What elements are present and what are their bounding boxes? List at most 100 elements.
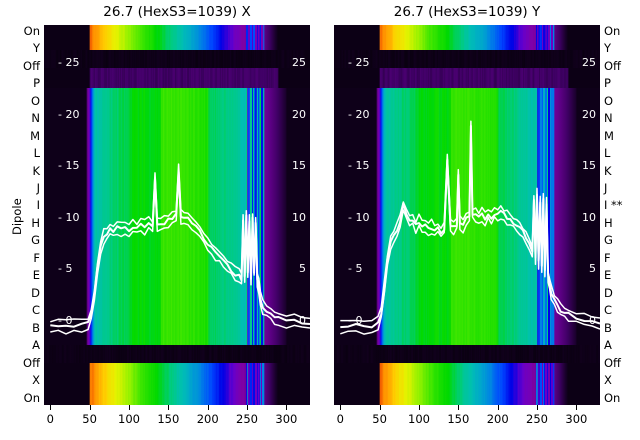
heatmap-stripe — [535, 25, 538, 50]
axis-category-label: E — [604, 268, 612, 283]
heatmap-stripe — [535, 363, 537, 405]
x-tick-mark — [89, 405, 91, 410]
y-tick-label-inner-left: - 15 — [58, 159, 80, 173]
y-tick-label-inner-left: - 10 — [348, 210, 370, 224]
axis-category-label: I ** — [604, 198, 623, 213]
heatmap-band-lower-gap — [334, 345, 600, 363]
heatmap-stripe — [251, 25, 253, 50]
x-tick-mark — [497, 405, 499, 410]
heatmap-band-bottom-rainbow — [334, 363, 600, 405]
y-tick-label-inner-left: - 10 — [58, 210, 80, 224]
axis-category-label: A — [604, 338, 612, 353]
heatmap-stripe — [540, 25, 542, 50]
heatmap-stripe — [247, 25, 250, 50]
heatmap-band-bottom-rainbow — [44, 363, 310, 405]
y-tick-label-inner-right: 25 — [292, 56, 306, 69]
axis-category-label: C — [604, 303, 613, 318]
heatmap-stripe — [256, 88, 259, 345]
y-tick-label-inner-right: 25 — [582, 56, 596, 69]
x-tick-label: 150 — [447, 412, 470, 426]
heatmap-stripe — [541, 363, 543, 405]
heatmap-stripe — [261, 88, 264, 345]
heatmap-stripe — [261, 363, 263, 405]
heatmap-stripe — [546, 363, 548, 405]
heatmap-stripe — [551, 88, 554, 345]
heatmap-stripe — [253, 25, 256, 50]
axis-category-label: On — [604, 23, 621, 38]
heatmap-stripe — [250, 88, 252, 345]
x-tick-label: 0 — [336, 412, 344, 426]
heatmap-stripe — [250, 25, 252, 50]
trace-line — [340, 120, 600, 323]
x-tick-mark — [247, 405, 248, 410]
x-tick-mark — [129, 405, 130, 410]
x-axis-right: 0 50 100 150 200 250 300 — [334, 405, 600, 435]
y-tick-label-inner-left: - 20 — [58, 107, 80, 121]
x-tick-mark — [379, 405, 381, 410]
axis-category-label: D — [604, 285, 613, 300]
y-tick-label-inner-left: - 0 — [58, 314, 73, 327]
x-axis-left: 0 50 100 150 200 250 300 — [44, 405, 310, 435]
axis-category-label: Y — [32, 41, 40, 56]
y-tick-label-inner-right: 20 — [582, 107, 596, 121]
y-tick-label-inner-left: - 0 — [348, 314, 363, 327]
y-tick-label-inner-right: 5 — [299, 262, 306, 276]
heatmap-stripe — [537, 88, 540, 345]
heatmap-stripe — [551, 25, 553, 50]
heatmap-band-mid-gap — [44, 68, 310, 88]
heatmap-stripe — [259, 363, 261, 405]
heatmap-stripe — [548, 25, 550, 50]
axis-category-label: L — [604, 146, 611, 161]
axis-category-label: Y — [604, 41, 612, 56]
heatmap-stripe — [543, 25, 545, 50]
axis-category-label: Off — [604, 58, 621, 73]
axis-category-label: O — [30, 93, 40, 108]
heatmap-stripe — [549, 25, 551, 50]
axis-category-label: N — [31, 111, 40, 126]
dipole-profile-X — [50, 163, 310, 335]
trace-line — [50, 163, 310, 323]
axis-category-label: P — [33, 76, 40, 91]
heatmap-stripe — [544, 363, 548, 405]
heatmap-panel-x[interactable]: - 0 0 - 5 5 - 10 10 - 15 15 - 20 20 - 25 25 — [44, 25, 310, 405]
heatmap-stripe — [261, 25, 263, 50]
x-tick-mark — [286, 405, 288, 410]
heatmap-band-upper-gap — [44, 50, 310, 68]
heatmap-stripe — [245, 363, 248, 405]
heatmap-stripe — [537, 25, 540, 50]
heatmap-stripe — [254, 363, 258, 405]
axis-category-label: F — [33, 250, 40, 265]
panel-title-y: 26.7 (HexS3=1039) Y — [393, 4, 541, 20]
y-tick-label-inner-left: - 15 — [348, 159, 370, 173]
heatmap-panel-y[interactable]: - 0 0 - 5 5 - 10 10 - 15 15 - 20 20 - 25 25 — [334, 25, 600, 405]
left-category-axis: On Y Off P O N M L K J I H G F E D C B A Off X On — [0, 25, 40, 405]
heatmap-stripe — [549, 88, 552, 345]
y-tick-label-inner-left: - 5 — [58, 262, 73, 276]
heatmap-stripe — [551, 363, 553, 405]
axis-category-label: K — [604, 163, 612, 178]
heatmap-stripe — [247, 88, 250, 345]
heatmap-stripe — [540, 363, 542, 405]
axis-category-label: B — [604, 320, 612, 335]
axis-category-label: P — [604, 76, 611, 91]
heatmap-stripe — [250, 363, 252, 405]
heatmap-stripe — [537, 363, 541, 405]
heatmap-stripe — [251, 363, 253, 405]
heatmap-stripe — [548, 363, 551, 405]
x-tick-label: 250 — [526, 412, 548, 426]
axis-category-label: I — [36, 198, 40, 213]
axis-category-label: J — [604, 180, 608, 195]
axis-category-label: G — [31, 233, 40, 248]
dipole-profile-Y — [340, 120, 600, 335]
heatmap-stripe — [544, 25, 547, 50]
axis-category-label: E — [32, 268, 40, 283]
axis-category-label: On — [23, 390, 40, 405]
x-tick-label: 50 — [372, 412, 387, 426]
axis-category-label: X — [604, 373, 612, 388]
heatmap-stripe — [253, 363, 256, 405]
heatmap-band-lower-gap — [44, 345, 310, 363]
axis-category-label: K — [32, 163, 40, 178]
x-tick-mark — [207, 405, 209, 410]
heatmap-stripe — [541, 25, 544, 50]
